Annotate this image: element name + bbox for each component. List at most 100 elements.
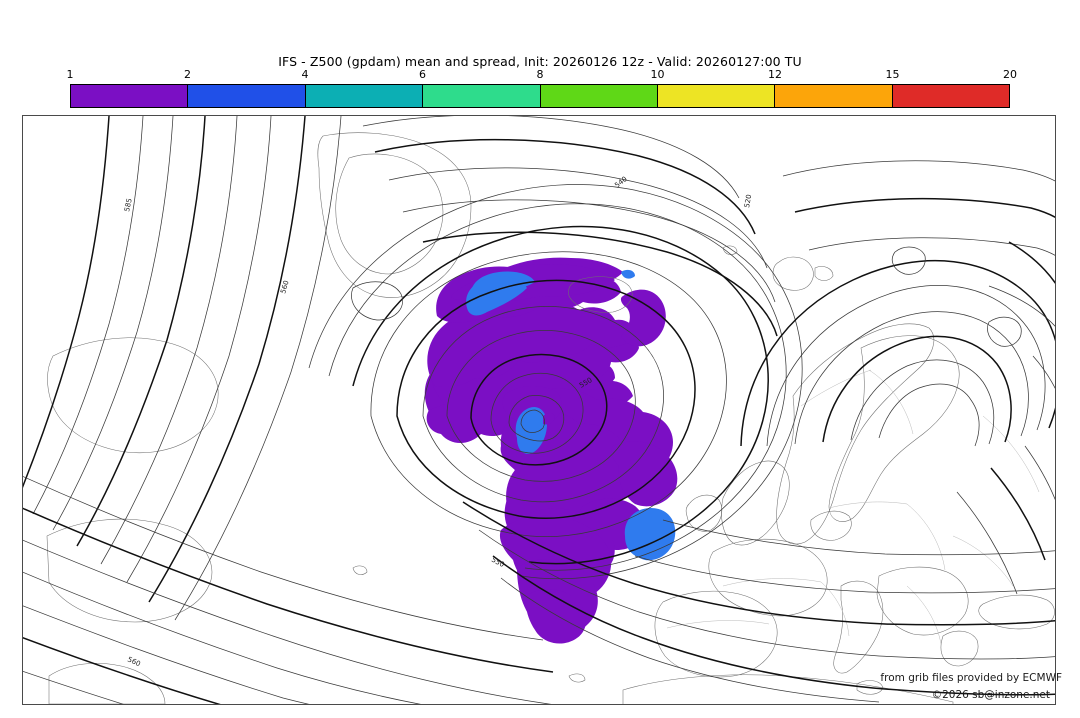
colorbar-tick: 1 <box>66 68 74 81</box>
contour-line <box>374 138 756 235</box>
coastline-baffin <box>47 337 219 453</box>
colorbar-swatch <box>305 85 424 107</box>
border-line <box>666 620 770 629</box>
coastline-layer <box>46 132 1055 704</box>
coastline-italy <box>833 580 884 674</box>
contour-line <box>308 184 803 580</box>
colorbar-swatch <box>423 85 541 107</box>
contour-label: 520 <box>743 194 753 209</box>
contour-line <box>462 501 1055 626</box>
attribution-source: from grib files provided by ECMWF <box>880 672 1062 684</box>
coastline-labrador <box>46 518 213 623</box>
contour-585 <box>23 116 110 488</box>
coastline-iberia <box>654 590 778 678</box>
coastline-scandinavia <box>776 323 935 545</box>
contour-low-ring <box>396 279 696 519</box>
contour-closed-small <box>891 246 926 275</box>
coastline-greece <box>940 630 979 667</box>
contour-line <box>988 285 1055 327</box>
colorbar-swatches <box>70 84 1010 108</box>
contour-low-ring <box>490 373 584 454</box>
contour-565 <box>100 116 238 565</box>
border-line <box>952 535 1014 587</box>
spread-fragment <box>621 269 635 279</box>
contour-line <box>956 491 1018 595</box>
contour-580 <box>32 116 144 515</box>
contour-line <box>808 237 1055 256</box>
coastline-sicily <box>856 680 884 695</box>
coastline-north-africa <box>622 674 954 704</box>
contour-low-ring <box>470 353 608 466</box>
coastline-france <box>708 538 828 617</box>
colorbar-swatch <box>71 85 189 107</box>
coastline-newfoundland <box>48 662 166 704</box>
spread-lobe-east <box>620 289 666 347</box>
contour-line <box>23 476 544 641</box>
colorbar <box>70 84 1010 108</box>
colorbar-swatch <box>775 85 893 107</box>
contour-line <box>23 605 310 704</box>
contour-line <box>634 555 1055 594</box>
contour-low-ring <box>446 330 636 482</box>
contour-line <box>23 571 422 704</box>
coastline-turkey <box>978 594 1055 630</box>
spread-fragment <box>543 413 555 425</box>
spread-shading-layer <box>424 257 678 644</box>
colorbar-tick: 15 <box>885 68 900 81</box>
map-plot-area: 585 560 540 520 550 560 550 <box>22 115 1056 705</box>
coastline-jan-mayen <box>722 245 738 255</box>
contour-555 <box>148 116 306 603</box>
page-title: IFS - Z500 (gpdam) mean and spread, Init… <box>278 54 802 69</box>
contour-560 <box>126 116 272 583</box>
colorbar-swatch <box>892 85 1009 107</box>
contour-low-ring <box>422 306 664 503</box>
contour-high-ring <box>850 359 995 445</box>
contour-label: 560 <box>279 279 290 294</box>
contour-550 <box>174 116 342 621</box>
colorbar-swatch <box>540 85 658 107</box>
contour-line <box>500 577 880 703</box>
coastline-greenland <box>317 132 472 298</box>
contour-575 <box>52 116 174 531</box>
contour-label: 560 <box>126 656 141 669</box>
colorbar-swatch <box>657 85 776 107</box>
colorbar-tick: 4 <box>301 68 309 81</box>
contour-line <box>388 167 768 269</box>
attribution-copyright: ©2026 sb@inzone.net <box>931 689 1050 701</box>
coastline-ireland <box>685 494 723 532</box>
contour-line <box>990 467 1046 561</box>
colorbar-tick: 6 <box>419 68 426 81</box>
colorbar-tick: 2 <box>184 68 191 81</box>
colorbar-tick: 12 <box>768 68 782 81</box>
contour-line <box>662 519 1055 556</box>
spread-extension-southeast <box>526 589 586 644</box>
contour-high-ring <box>822 335 1012 443</box>
contour-low-ring <box>508 395 565 442</box>
border-line <box>820 581 850 637</box>
spread-extension-southeast <box>611 441 678 507</box>
contour-line <box>362 116 740 199</box>
contour-closed-small <box>351 281 403 321</box>
border-line <box>906 503 946 571</box>
contour-line <box>1008 241 1055 284</box>
spread-main-blob <box>427 300 636 388</box>
contour-570 <box>76 116 206 547</box>
contour-label: 550 <box>490 556 506 569</box>
coastline-canaries <box>568 673 586 683</box>
border-line <box>722 578 822 587</box>
border-line <box>800 369 872 407</box>
colorbar-tick: 8 <box>536 68 544 81</box>
contour-line <box>1032 355 1055 389</box>
coastline-iceland <box>568 276 633 313</box>
contour-layer <box>23 116 1055 704</box>
contour-line <box>782 160 1055 182</box>
coastline-svalbard <box>772 256 814 291</box>
contour-closed-small <box>987 316 1022 347</box>
border-layer <box>666 369 1040 645</box>
contour-low-centre <box>520 409 545 433</box>
contour-line <box>402 199 776 303</box>
contour-line <box>23 671 124 704</box>
coastline-sweden-finland <box>828 335 960 522</box>
coastline-balkans <box>876 566 969 636</box>
